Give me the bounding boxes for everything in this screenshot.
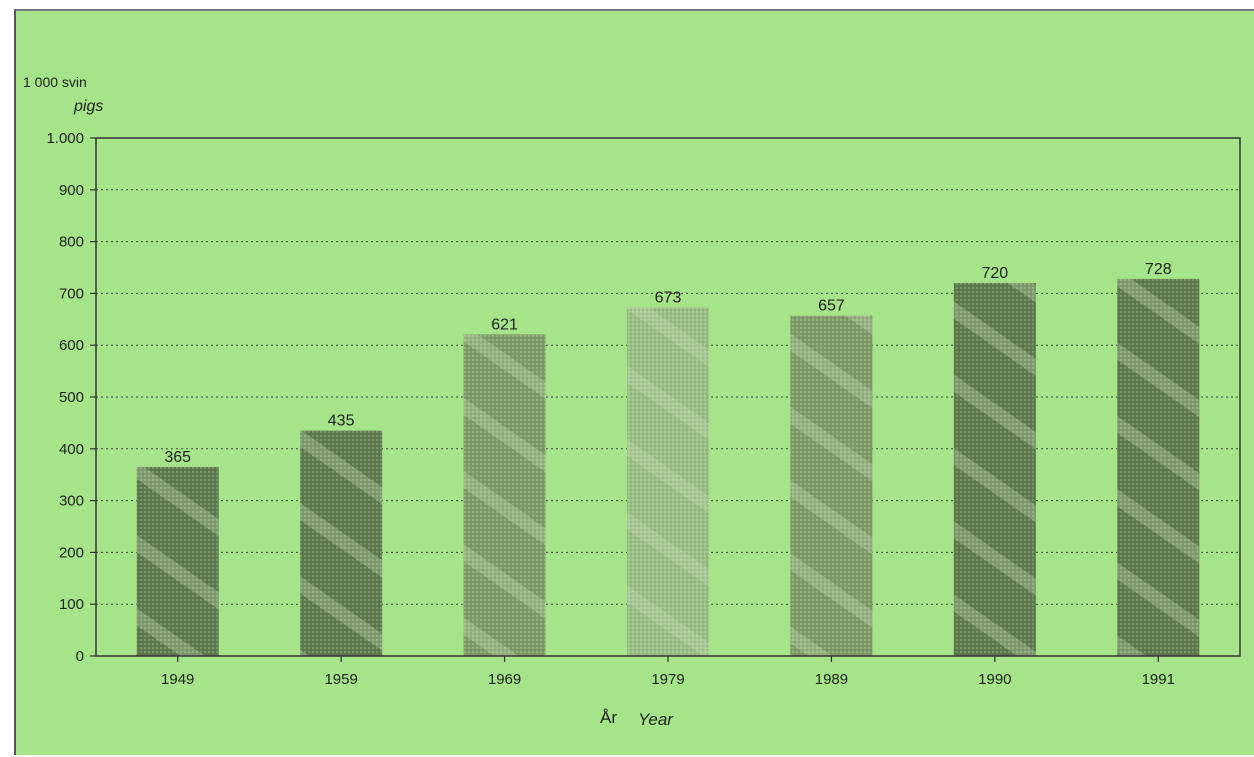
- x-tick-label: 1990: [978, 671, 1011, 688]
- y-tick-label: 100: [59, 596, 84, 613]
- data-label: 728: [1145, 261, 1172, 278]
- y-tick-label: 300: [59, 493, 84, 510]
- y-axis-ticks: 0 100 200 300 400 500 600 700 800 900 1.000: [46, 130, 96, 665]
- x-axis-title-en: Year: [638, 710, 674, 729]
- plot-area-border: [95, 137, 1241, 657]
- bar-1979: [627, 307, 709, 656]
- x-tick-label: 1989: [815, 671, 848, 688]
- bar-1959: [300, 430, 383, 656]
- x-tick-label: 1959: [324, 671, 357, 688]
- data-label: 365: [164, 449, 191, 466]
- y-unit-label-en: pigs: [73, 98, 103, 115]
- x-tick-label: 1969: [488, 671, 521, 688]
- y-tick-label: 200: [59, 544, 84, 561]
- y-tick-label: 0: [76, 648, 84, 665]
- bar-1969: [463, 334, 546, 656]
- data-label: 621: [491, 316, 518, 333]
- y-tick-label: 900: [59, 182, 84, 199]
- bar-chart: 1 000 svin pigs 0 100 200 300 400 500 600 700 80…: [23, 74, 1241, 729]
- chart-panel: 1 000 svin pigs 0 100 200 300 400 500 600 700 80…: [14, 9, 1254, 755]
- y-tick-label: 500: [59, 389, 84, 406]
- data-label: 657: [818, 298, 845, 315]
- x-axis-ticks: 1949 1959 1969 1979 1989 1990 1991: [161, 656, 1175, 688]
- bar-1990: [953, 283, 1036, 656]
- bars: [136, 278, 1200, 656]
- y-tick-label: 800: [59, 234, 84, 251]
- y-tick-label: 600: [59, 337, 84, 354]
- bar-1949: [136, 466, 219, 656]
- x-axis-title: År: [600, 708, 617, 727]
- data-label: 435: [328, 413, 355, 430]
- y-tick-label: 400: [59, 441, 84, 458]
- x-tick-label: 1979: [651, 671, 684, 688]
- data-labels: 365 435 621 673 657 720 728: [164, 261, 1171, 466]
- bar-1989: [790, 315, 873, 656]
- data-label: 720: [982, 265, 1009, 282]
- bar-1991: [1117, 278, 1200, 656]
- x-tick-label: 1991: [1142, 671, 1175, 688]
- y-tick-label: 1.000: [46, 130, 84, 147]
- data-label: 673: [655, 289, 682, 306]
- y-tick-label: 700: [59, 285, 84, 302]
- y-unit-label: 1 000 svin: [23, 74, 87, 90]
- x-tick-label: 1949: [161, 671, 194, 688]
